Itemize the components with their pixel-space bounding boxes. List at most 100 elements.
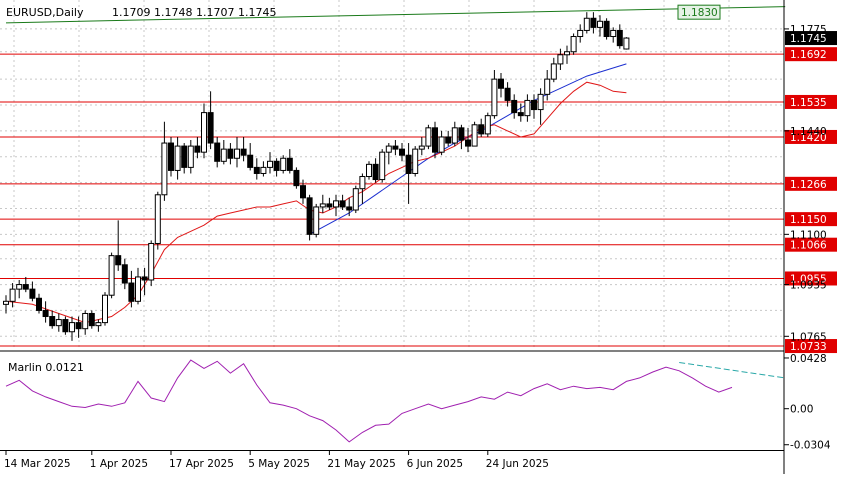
candle	[412, 146, 419, 177]
candle-body-bearish	[517, 112, 524, 117]
candle-body-bullish	[550, 63, 557, 80]
candle	[16, 280, 23, 299]
candle-body-bullish	[524, 99, 531, 117]
level-price-tag	[785, 212, 837, 227]
candle	[273, 158, 280, 177]
candle-body-bearish	[128, 282, 135, 302]
candle-body-bullish	[438, 136, 445, 153]
candle	[82, 310, 89, 335]
level-price-label: 1.1066	[790, 240, 827, 252]
candle-body-bullish	[359, 176, 366, 190]
candle-body-bearish	[115, 255, 122, 266]
candle	[75, 316, 82, 338]
candle-body-bearish	[293, 169, 300, 187]
candle	[517, 103, 524, 122]
candle-body-bullish	[544, 78, 551, 95]
candle-body-bearish	[326, 203, 333, 208]
candle-body-bullish	[570, 36, 577, 53]
candle	[36, 293, 42, 314]
candle-body-bearish	[306, 197, 313, 235]
candle-body-bearish	[478, 124, 485, 135]
candle	[511, 94, 518, 119]
candle	[194, 136, 201, 159]
candle	[418, 136, 425, 156]
candle-body-bearish	[405, 154, 412, 174]
candle-body-bullish	[234, 148, 240, 159]
candle-body-bullish	[484, 115, 491, 135]
candle	[247, 143, 254, 171]
candle-body-bullish	[366, 163, 372, 178]
candle	[95, 319, 102, 332]
candle	[300, 179, 306, 204]
candle	[267, 152, 273, 174]
candle-body-bullish	[379, 151, 386, 181]
candle-body-bearish	[465, 139, 471, 147]
candle	[504, 82, 511, 107]
candle	[577, 24, 584, 43]
date-tick-label: 6 Jun 2025	[407, 458, 463, 470]
candle-body-bullish	[537, 93, 544, 111]
candle	[339, 194, 346, 210]
candle-body-bearish	[286, 157, 293, 171]
candle	[214, 136, 221, 168]
candle-body-bullish	[623, 37, 630, 50]
price-panel	[0, 0, 784, 350]
candle	[564, 45, 570, 64]
level-price-label: 1.0955	[790, 273, 827, 285]
level-price-label: 1.1420	[790, 132, 827, 144]
candle-body-bullish	[557, 54, 564, 65]
candle	[293, 167, 300, 189]
price-tick-label: 1.1775	[790, 24, 827, 36]
candle	[550, 57, 557, 83]
candle-body-bullish	[154, 194, 161, 244]
candle	[471, 121, 478, 147]
candle	[240, 136, 247, 162]
candle-body-bearish	[399, 148, 405, 156]
level-price-label: 1.1150	[790, 214, 827, 226]
candle	[451, 121, 458, 147]
candle-body-bearish	[253, 166, 260, 174]
candle	[537, 88, 544, 125]
level-price-label: 1.1266	[790, 179, 827, 191]
candle	[491, 70, 498, 119]
candle-body-bearish	[214, 142, 221, 162]
candle-body-bullish	[201, 112, 207, 153]
candle-body-bearish	[49, 316, 56, 327]
candle	[313, 203, 320, 238]
price-tick-label: 1.1100	[790, 229, 827, 241]
candle-body-bullish	[102, 294, 108, 324]
level-price-tag	[785, 339, 837, 354]
level-price-tag	[785, 129, 837, 144]
candle-body-bullish	[313, 206, 320, 235]
candle-body-bullish	[412, 148, 419, 174]
candle	[9, 283, 16, 308]
candle-body-bullish	[385, 145, 392, 153]
level-price-label: 1.1535	[790, 97, 827, 109]
candle	[405, 143, 412, 204]
candle-body-bearish	[616, 29, 623, 47]
candle	[333, 194, 339, 217]
candle	[438, 130, 445, 156]
candle-body-bullish	[451, 127, 458, 144]
candle	[102, 292, 108, 326]
candle	[623, 37, 630, 50]
candle-body-bullish	[577, 29, 584, 38]
candle	[319, 194, 326, 214]
candle	[326, 197, 333, 210]
current-price-label: 1.1745	[790, 33, 827, 45]
candle-body-bearish	[36, 297, 42, 311]
candle-body-bearish	[273, 160, 280, 171]
candle	[62, 316, 69, 335]
candle	[286, 149, 293, 174]
candle	[583, 12, 590, 34]
candle	[597, 15, 603, 37]
candle-body-bearish	[603, 20, 610, 38]
candle	[544, 70, 551, 101]
candle	[22, 276, 29, 293]
candle-body-bearish	[511, 99, 518, 114]
candle-body-bullish	[69, 322, 75, 333]
price-tick-label: 1.1440	[790, 126, 827, 138]
candle-body-bullish	[260, 166, 267, 174]
candle	[385, 143, 392, 165]
